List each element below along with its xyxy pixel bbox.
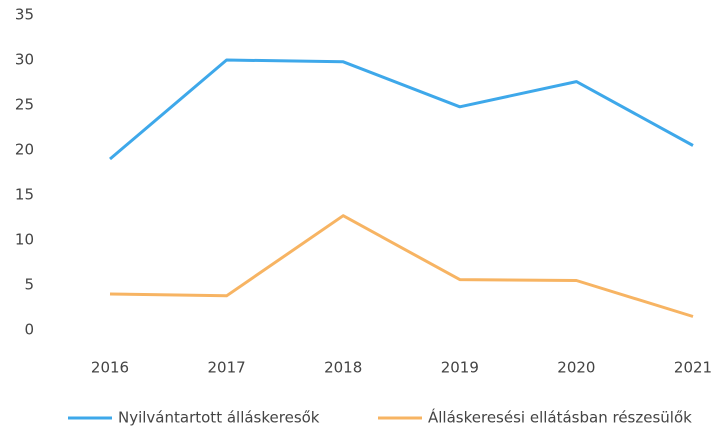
x-tick-label: 2016 [91, 359, 129, 377]
line-series [109, 214, 694, 318]
legend-label: Nyilvántartott álláskeresők [118, 409, 320, 427]
x-tick-label: 2018 [324, 359, 362, 377]
y-tick-label: 20 [15, 141, 34, 159]
x-tick-label: 2019 [441, 359, 479, 377]
y-tick-label: 0 [24, 321, 34, 339]
legend-label: Álláskeresési ellátásban részesülők [428, 408, 692, 427]
y-tick-label: 35 [15, 6, 34, 24]
x-tick-label: 2017 [208, 359, 246, 377]
y-tick-label: 15 [15, 186, 34, 204]
y-tick-label: 30 [15, 51, 34, 69]
y-tick-label: 5 [24, 276, 34, 294]
line-series [109, 58, 694, 161]
y-tick-label: 10 [15, 231, 34, 249]
y-tick-label: 25 [15, 96, 34, 114]
x-tick-label: 2021 [674, 359, 712, 377]
x-tick-label: 2020 [557, 359, 595, 377]
